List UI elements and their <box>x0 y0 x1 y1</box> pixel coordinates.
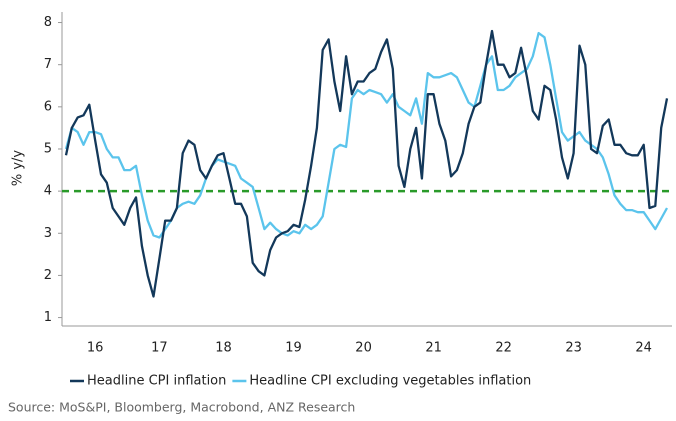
series-line <box>64 31 669 239</box>
x-tick-label: 19 <box>285 341 302 356</box>
x-tick-label: 18 <box>215 341 232 356</box>
legend-label: Headline CPI inflation <box>87 374 226 389</box>
y-tick-label: 2 <box>44 268 52 283</box>
y-tick-label: 7 <box>44 57 52 72</box>
y-tick-label: 1 <box>44 310 52 325</box>
y-axis-label: % y/y <box>11 150 26 187</box>
legend-label: Headline CPI excluding vegetables inflat… <box>249 374 531 389</box>
source: Source: MoS&PI, Bloomberg, Macrobond, AN… <box>8 400 355 415</box>
series-line <box>64 29 669 298</box>
x-tick-label: 22 <box>495 341 512 356</box>
x-tick-label: 21 <box>425 341 442 356</box>
x-tick-label: 17 <box>151 341 168 356</box>
y-tick-label: 4 <box>44 184 52 199</box>
x-tick-label: 23 <box>565 341 582 356</box>
y-tick-label: 3 <box>44 226 52 241</box>
x-tick-label: 20 <box>355 341 372 356</box>
y-tick-label: 8 <box>44 15 52 30</box>
x-tick-label: 16 <box>87 341 104 356</box>
x-tick-label: 24 <box>635 341 652 356</box>
y-tick-label: 5 <box>44 141 52 156</box>
y-tick-label: 6 <box>44 99 52 114</box>
